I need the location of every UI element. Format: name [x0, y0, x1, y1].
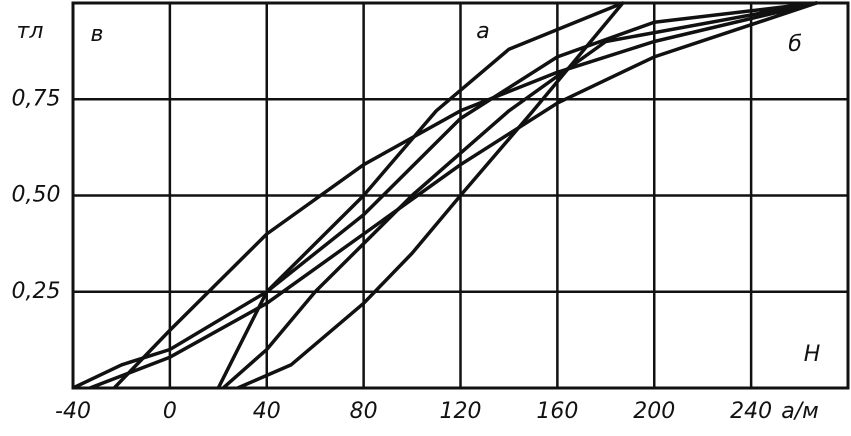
x-unit: а/м [781, 399, 819, 424]
curve [72, 1, 819, 390]
x-tick-label: 160 [536, 399, 578, 424]
curve [216, 1, 625, 390]
y-unit: тл [17, 19, 44, 44]
y-tick-label: 0,75 [12, 86, 61, 111]
x-tick-label: 40 [253, 399, 281, 424]
x-label: H [804, 342, 821, 367]
y-tick-label: 0,50 [12, 183, 61, 208]
curve-label: а [476, 19, 489, 44]
y-tick-label: 0,25 [12, 279, 61, 304]
x-tick-label: 0 [163, 399, 177, 424]
curve-label: в [91, 22, 104, 47]
x-tick-label: 120 [440, 399, 482, 424]
x-tick-label: 240 [730, 399, 772, 424]
x-tick-label: -40 [55, 399, 91, 424]
x-tick-label: 80 [350, 399, 378, 424]
curve-label: б [788, 32, 802, 57]
x-tick-label: 200 [633, 399, 675, 424]
